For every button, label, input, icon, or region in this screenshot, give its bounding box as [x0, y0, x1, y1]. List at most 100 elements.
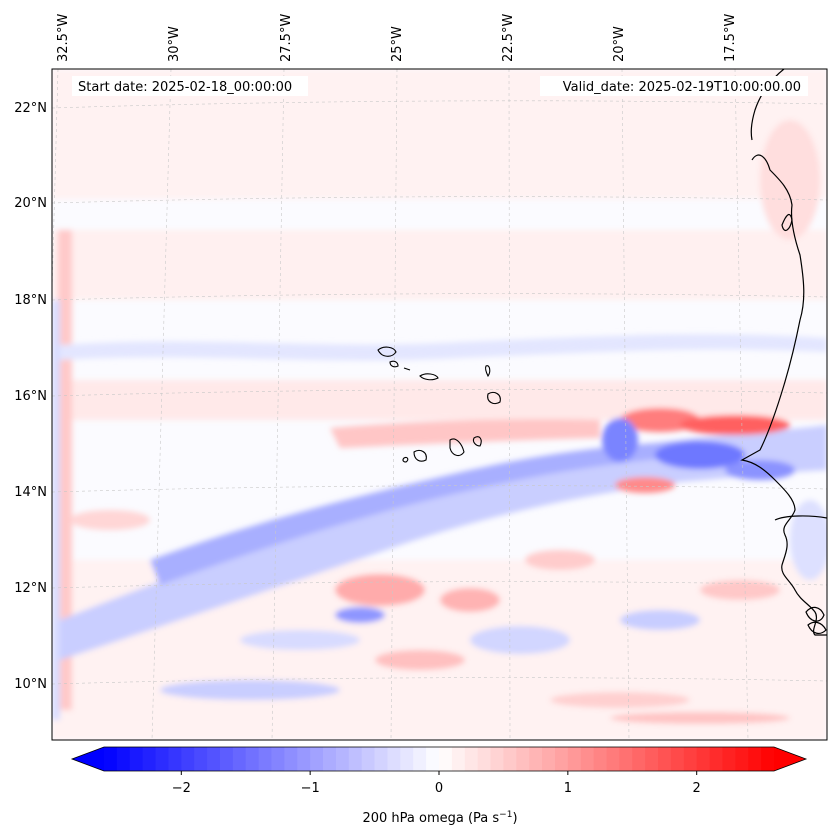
field-band	[150, 440, 700, 585]
lon-label: 27.5°W	[279, 14, 294, 62]
island-santiago	[449, 438, 465, 457]
meridian-line	[508, 69, 511, 740]
omega-field	[52, 69, 827, 740]
colorbar-cell	[709, 747, 724, 771]
colorbar-ticks: −2 −1 0 1 2	[172, 771, 701, 796]
lon-label: 32.5°W	[56, 14, 71, 62]
meridian-line	[151, 69, 172, 740]
colorbar-cells	[72, 747, 806, 771]
colorbar-cell	[271, 747, 285, 771]
lat-label: 12°N	[14, 581, 47, 596]
colorbar-title-main: 200 hPa omega (Pa s	[362, 811, 499, 826]
colorbar-tick-label: 0	[435, 781, 443, 796]
lat-label: 18°N	[14, 293, 47, 308]
meridian-line	[390, 69, 398, 740]
colorbar-cell	[451, 747, 466, 771]
field-band	[470, 626, 570, 654]
start-date-box	[72, 76, 308, 96]
colorbar-cell	[297, 747, 311, 771]
colorbar-extend-arrow	[72, 747, 104, 771]
colorbar-cell	[619, 747, 633, 771]
field-band	[700, 580, 780, 600]
colorbar-tick-label: 1	[564, 781, 572, 796]
parallel-line	[52, 677, 827, 685]
lon-label: 20°W	[612, 26, 627, 62]
island-santo-antao	[377, 346, 397, 357]
parallel-line	[52, 293, 827, 301]
coastal-island	[805, 606, 825, 622]
lon-label: 17.5°W	[723, 14, 738, 62]
lon-label: 22.5°W	[501, 14, 516, 62]
valid-date-text: Valid_date: 2025-02-19T10:00:00.00	[563, 80, 801, 95]
colorbar-cell	[181, 747, 195, 771]
colorbar-cell	[490, 747, 505, 771]
meridian-line	[621, 69, 630, 740]
field-band	[725, 460, 795, 480]
lon-label: 30°W	[167, 26, 182, 62]
field-band	[620, 610, 700, 630]
colorbar-cell	[155, 747, 170, 771]
colorbar-cell	[580, 747, 595, 771]
colorbar-title-exponent: −1	[499, 810, 512, 820]
valid-date-box	[540, 76, 808, 96]
colorbar-cell	[761, 747, 775, 771]
colorbar-cell	[116, 747, 131, 771]
colorbar-cell	[194, 747, 208, 771]
colorbar-cell	[554, 747, 569, 771]
parallel-line	[52, 100, 827, 109]
coastal-island	[807, 621, 827, 635]
parallel-line	[52, 389, 827, 397]
parallel-line	[52, 196, 827, 204]
island-maio	[472, 436, 482, 447]
field-band	[160, 680, 340, 700]
cape-verde-islands	[377, 346, 501, 463]
field-band	[760, 120, 820, 240]
colorbar-cell	[245, 747, 260, 771]
island-sal	[485, 365, 491, 378]
field-band	[620, 408, 700, 432]
colorbar-cell	[722, 747, 736, 771]
colorbar-tick-label: 2	[693, 781, 701, 796]
colorbar-cell	[645, 747, 659, 771]
colorbar-outline	[70, 746, 808, 772]
colorbar-cell	[413, 747, 427, 771]
field-band	[70, 510, 150, 530]
colorbar-title-close: )	[512, 811, 517, 826]
colorbar-cell	[219, 747, 234, 771]
field-band	[60, 334, 827, 361]
colorbar-cell	[400, 747, 414, 771]
field-band	[550, 692, 690, 708]
colorbar-cell	[567, 747, 582, 771]
colorbar-cell	[683, 747, 698, 771]
colorbar-cell	[284, 747, 298, 771]
field-band	[335, 607, 385, 623]
colorbar-cell	[593, 747, 608, 771]
island-sao-vicente	[389, 360, 399, 368]
colorbar-cell	[374, 747, 389, 771]
parallel-line	[52, 485, 827, 493]
colorbar-cell	[464, 747, 479, 771]
latitude-labels: 22°N 20°N 18°N 16°N 14°N 12°N 10°N	[14, 101, 47, 692]
colorbar-cell	[232, 747, 247, 771]
field-band	[375, 650, 465, 670]
colorbar-tick-label: −1	[301, 781, 320, 796]
colorbar-cell	[696, 747, 711, 771]
field-band	[52, 300, 60, 720]
colorbar-cell	[748, 747, 762, 771]
lat-label: 16°N	[14, 389, 47, 404]
colorbar-cell	[426, 747, 440, 771]
field-band	[655, 441, 745, 469]
island-fogo	[413, 449, 427, 462]
field-band	[525, 550, 595, 570]
colorbar-cell	[439, 747, 453, 771]
lon-label: 25°W	[390, 26, 405, 62]
colorbar-cell	[142, 747, 157, 771]
coast-inlet	[781, 213, 793, 232]
island-santa-luzia	[403, 367, 411, 371]
colorbar-cell	[387, 747, 401, 771]
colorbar-title: 200 hPa omega (Pa s−1)	[362, 810, 517, 826]
longitude-labels: 32.5°W 30°W 27.5°W 25°W 22.5°W 20°W 17.5…	[56, 14, 738, 62]
island-boa-vista	[487, 391, 501, 405]
colorbar-cell	[503, 747, 517, 771]
